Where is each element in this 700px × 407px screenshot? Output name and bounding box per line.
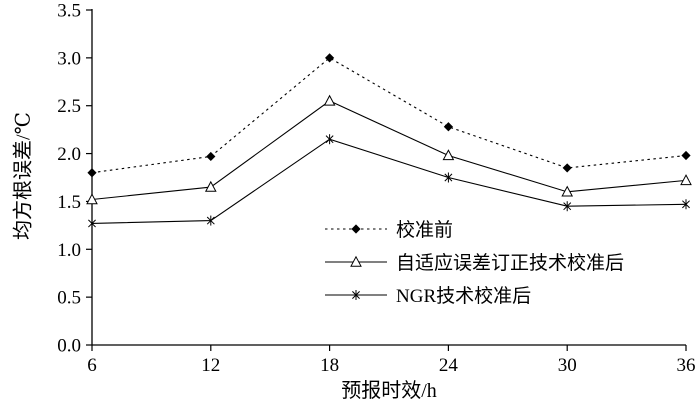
legend-label-ngr: NGR技术校准后: [396, 286, 532, 307]
legend-label-adaptive-correction: 自适应误差订正技术校准后: [396, 253, 625, 274]
series-line-2: [88, 134, 690, 229]
x-tick-label: 36: [677, 355, 696, 376]
legend-item-adaptive-correction: 自适应误差订正技术校准后: [324, 245, 624, 278]
legend-line-sample-triangle-icon: [325, 255, 387, 267]
y-tick-label: 2.5: [57, 96, 81, 117]
legend-item-before-calibration: 校准前: [324, 212, 624, 245]
y-tick-label: 0.5: [57, 288, 81, 309]
x-tick-label: 12: [201, 355, 220, 376]
y-tick-label: 3.0: [57, 48, 81, 69]
legend-item-ngr: NGR技术校准后: [324, 278, 624, 311]
y-axis-title: 均方根误差/℃: [12, 112, 35, 240]
legend-line-sample-asterisk-icon: [325, 289, 387, 300]
legend-line-sample-dotted-diamond-icon: [325, 223, 387, 234]
x-axis-title: 预报时效/h: [341, 380, 437, 402]
y-tick-label: 3.5: [57, 1, 81, 22]
y-tick-label: 1.5: [57, 192, 81, 213]
x-tick-label: 18: [320, 355, 339, 376]
x-tick-label: 30: [558, 355, 577, 376]
x-tick-label: 24: [439, 355, 459, 376]
series-line-0: [87, 53, 691, 178]
x-tick-label: 6: [87, 355, 97, 376]
legend-label-before-calibration: 校准前: [396, 220, 454, 241]
legend: 校准前 自适应误差订正技术校准后 NGR技术校准后: [324, 212, 624, 311]
y-tick-label: 2.0: [57, 144, 81, 165]
y-tick-label: 1.0: [57, 240, 81, 261]
series-line-1: [86, 94, 692, 205]
y-tick-label: 0.0: [57, 336, 81, 357]
